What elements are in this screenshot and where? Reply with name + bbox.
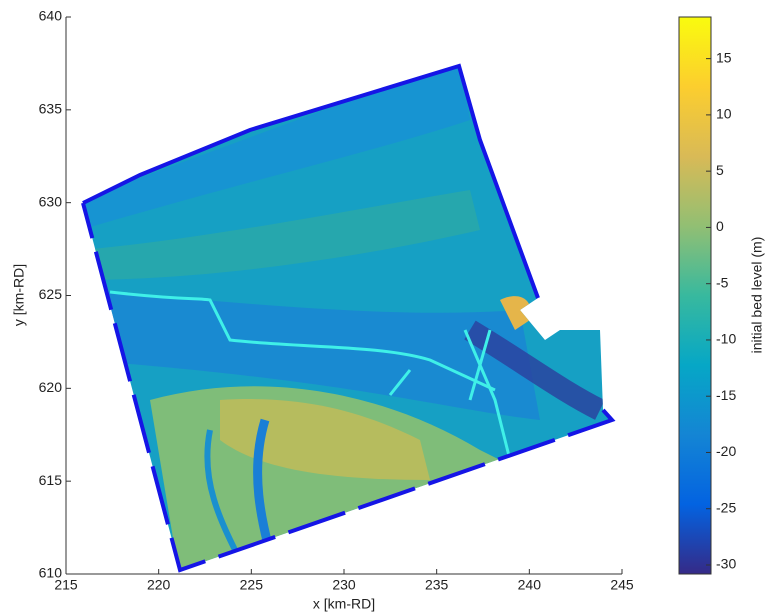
y-tick-label: 610	[39, 565, 63, 581]
x-tick-label: 235	[425, 577, 449, 593]
y-tick-label: 630	[39, 193, 63, 209]
colorbar-tick-label: -30	[716, 556, 736, 572]
y-tick-label: 615	[39, 472, 63, 488]
y-tick-label: 635	[39, 101, 63, 117]
y-tick-label: 640	[39, 8, 63, 24]
y-tick-label: 625	[39, 286, 63, 302]
colorbar-tick-label: 5	[716, 162, 724, 178]
colorbar-tick-label: -5	[716, 274, 729, 290]
x-tick-label: 245	[610, 577, 634, 593]
bed-level-field	[60, 60, 620, 580]
x-tick-label: 230	[332, 577, 356, 593]
colorbar-tick-label: -20	[716, 443, 736, 459]
colorbar	[679, 17, 711, 574]
colorbar-label: initial bed level (m)	[749, 237, 765, 354]
colorbar-tick-label: -25	[716, 499, 736, 515]
x-axis-label: x [km-RD]	[313, 596, 375, 612]
x-tick-label: 225	[240, 577, 264, 593]
chart: x [km-RD] y [km-RD] initial bed level (m…	[0, 0, 768, 615]
y-axis-label: y [km-RD]	[11, 264, 27, 326]
colorbar-tick-label: -15	[716, 387, 736, 403]
colorbar-tick-label: -10	[716, 331, 736, 347]
x-tick-label: 240	[518, 577, 542, 593]
colorbar-tick-label: 15	[716, 49, 732, 65]
colorbar-tick-label: 10	[716, 106, 732, 122]
x-tick-label: 220	[147, 577, 171, 593]
y-tick-label: 620	[39, 379, 63, 395]
colorbar-tick-label: 0	[716, 218, 724, 234]
